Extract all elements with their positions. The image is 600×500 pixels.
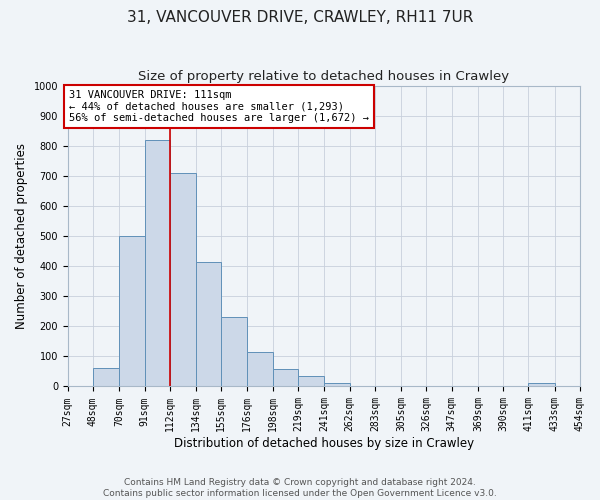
Bar: [529, 384, 555, 386]
Title: Size of property relative to detached houses in Crawley: Size of property relative to detached ho…: [139, 70, 509, 83]
Bar: [145, 140, 170, 386]
Bar: [93, 368, 119, 386]
Bar: [196, 262, 221, 386]
Y-axis label: Number of detached properties: Number of detached properties: [15, 143, 28, 329]
Bar: [247, 352, 273, 386]
Text: Contains HM Land Registry data © Crown copyright and database right 2024.
Contai: Contains HM Land Registry data © Crown c…: [103, 478, 497, 498]
Bar: [170, 173, 196, 386]
Bar: [325, 383, 350, 386]
Text: 31, VANCOUVER DRIVE, CRAWLEY, RH11 7UR: 31, VANCOUVER DRIVE, CRAWLEY, RH11 7UR: [127, 10, 473, 25]
Text: 31 VANCOUVER DRIVE: 111sqm
← 44% of detached houses are smaller (1,293)
56% of s: 31 VANCOUVER DRIVE: 111sqm ← 44% of deta…: [69, 90, 369, 124]
Bar: [119, 236, 145, 386]
Bar: [221, 318, 247, 386]
X-axis label: Distribution of detached houses by size in Crawley: Distribution of detached houses by size …: [174, 437, 474, 450]
Bar: [273, 370, 298, 386]
Bar: [298, 376, 325, 386]
